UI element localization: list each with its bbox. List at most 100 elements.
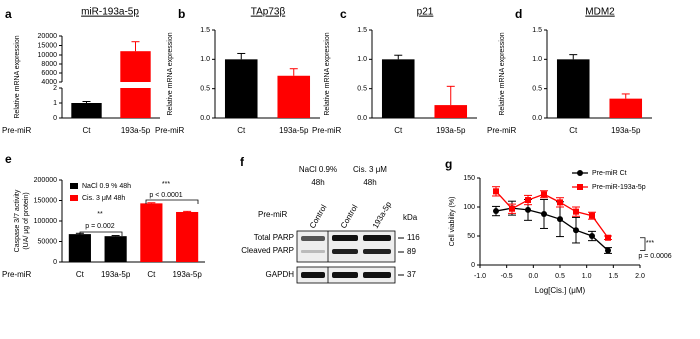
band xyxy=(332,272,358,278)
point xyxy=(493,188,499,195)
annotation: *** xyxy=(646,240,654,247)
y-tick-label: 1.0 xyxy=(200,56,210,63)
y-tick-label: 15000 xyxy=(38,42,58,49)
point xyxy=(605,247,611,254)
legend-label: Cis. 3 μM 48h xyxy=(82,195,125,202)
condition: Cis. 3 μM xyxy=(353,165,387,174)
x-tick-label: Ct xyxy=(394,126,403,135)
x-axis-label: Log[Cis.] (μM) xyxy=(535,286,586,295)
panel-letter: f xyxy=(240,155,245,169)
annotation: p = 0.0006 xyxy=(638,253,671,260)
lane-label: Control xyxy=(339,203,360,230)
y-tick-label: 1.5 xyxy=(357,27,367,34)
significance-bracket xyxy=(145,199,199,204)
panel-letter: d xyxy=(515,7,522,21)
y-tick-label: 20000 xyxy=(38,33,58,40)
row-label: Pre-miR xyxy=(258,210,288,219)
x-tick-label: 193a-5p xyxy=(121,126,151,135)
y-tick-label: 1 xyxy=(53,100,57,107)
y-tick-label: 150000 xyxy=(34,197,57,204)
x-tick-label: 193a-5p xyxy=(436,126,466,135)
panel-letter: g xyxy=(445,157,452,171)
y-axis-label: (UA/ μg of protein) xyxy=(23,192,30,249)
annotation: p = 0.002 xyxy=(85,223,114,230)
condition: NaCl 0.9% xyxy=(299,165,337,174)
x-tick-label: 193a-5p xyxy=(279,126,309,135)
band xyxy=(332,235,358,241)
y-tick-label: 4000 xyxy=(41,79,57,86)
significance-bracket xyxy=(79,231,123,236)
x-tick-label: Ct xyxy=(569,126,578,135)
band xyxy=(363,249,391,254)
marker-size: 116 xyxy=(407,233,420,242)
y-tick-label: 150 xyxy=(463,175,475,182)
y-tick-label: 1.5 xyxy=(200,27,210,34)
y-tick-label: 50 xyxy=(467,233,475,240)
y-tick-label: 0.5 xyxy=(532,86,542,93)
x-tick-label: 0.5 xyxy=(555,273,565,280)
x-tick-label: 193a-5p xyxy=(611,126,641,135)
bar xyxy=(176,211,199,262)
y-tick-label: 6000 xyxy=(41,70,57,77)
point xyxy=(541,210,547,217)
point xyxy=(573,208,579,215)
y-axis-label: Relative mRNA expression xyxy=(14,35,21,118)
point xyxy=(525,206,531,213)
band xyxy=(301,250,325,253)
y-tick-label: 100 xyxy=(463,204,475,211)
panel-letter: e xyxy=(5,152,12,166)
panel-letter: c xyxy=(340,7,347,21)
band xyxy=(363,272,391,278)
point xyxy=(493,208,499,215)
condition-time: 48h xyxy=(311,178,324,187)
bar xyxy=(434,105,468,118)
y-tick-label: 200000 xyxy=(34,177,57,184)
x-tick-label: 193a-5p xyxy=(172,270,202,279)
marker-size: 37 xyxy=(407,270,416,279)
point xyxy=(573,227,579,234)
x-axis-label: Pre-miR xyxy=(312,126,342,135)
point xyxy=(589,212,595,219)
x-axis-label: Pre-miR xyxy=(155,126,185,135)
y-tick-label: 1.0 xyxy=(532,56,542,63)
bar xyxy=(224,59,258,118)
significance-bracket xyxy=(640,237,646,251)
legend-label: Pre-miR-193a-5p xyxy=(592,184,646,191)
panel-letter: b xyxy=(178,7,185,21)
y-axis-label: Relative mRNA expression xyxy=(324,32,331,115)
band xyxy=(363,235,391,241)
y-tick-label: 2 xyxy=(53,85,57,92)
x-axis-label: Pre-miR xyxy=(2,270,32,279)
band xyxy=(301,272,325,278)
lane-label: 193a-5p xyxy=(371,200,394,230)
point xyxy=(557,216,563,223)
bar xyxy=(68,234,91,262)
x-tick-label: 0.0 xyxy=(528,273,538,280)
point xyxy=(541,191,547,198)
point xyxy=(557,199,563,206)
x-tick-label: Ct xyxy=(237,126,246,135)
y-tick-label: 1.5 xyxy=(532,27,542,34)
chart-title: MDM2 xyxy=(585,7,615,18)
band xyxy=(301,236,325,241)
x-tick-label: Ct xyxy=(76,270,85,279)
x-tick-label: -1.0 xyxy=(474,273,486,280)
y-tick-label: 10000 xyxy=(38,52,58,59)
x-axis-label: Pre-miR xyxy=(487,126,517,135)
y-axis-label: Cell viability (%) xyxy=(449,197,456,247)
y-axis-label: Relative mRNA expression xyxy=(167,32,174,115)
band-label: Cleaved PARP xyxy=(241,246,294,255)
bar xyxy=(609,98,643,118)
point xyxy=(605,234,611,241)
x-tick-label: 1.0 xyxy=(582,273,592,280)
x-tick-label: 193a-5p xyxy=(101,270,131,279)
chart-title: p21 xyxy=(417,7,434,18)
y-tick-label: 0 xyxy=(471,262,475,269)
axis-break xyxy=(119,82,152,88)
x-tick-label: 1.5 xyxy=(608,273,618,280)
bar xyxy=(381,59,415,118)
blot-panel: f NaCl 0.9% 48h Cis. 3 μM 48h Pre-miR Co… xyxy=(240,155,420,284)
band xyxy=(332,249,358,254)
y-tick-label: 0.5 xyxy=(200,86,210,93)
